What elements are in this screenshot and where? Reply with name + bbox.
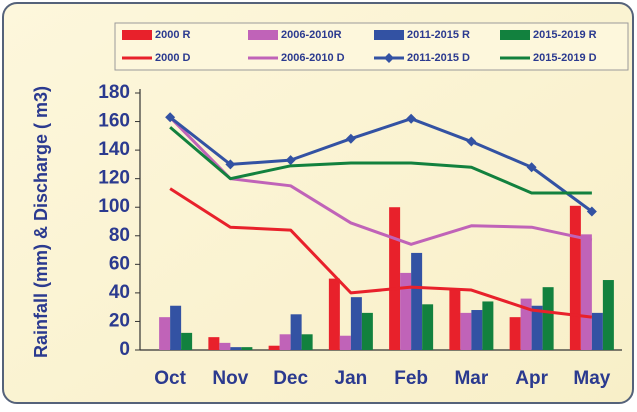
- x-tick-label: Jan: [335, 368, 368, 389]
- y-axis-title: Rainfall (mm) & Discharge ( m3): [31, 86, 51, 358]
- bar: [279, 334, 291, 350]
- bar: [301, 334, 313, 350]
- line: [169, 126, 592, 195]
- bar: [241, 347, 253, 350]
- y-tick-label: 100: [98, 196, 130, 217]
- x-tick-label: Apr: [515, 368, 548, 389]
- x-tick-label: Oct: [154, 368, 186, 389]
- bar: [509, 317, 521, 350]
- legend-label: 2000 D: [155, 52, 191, 64]
- legend-label: 2006-2010R: [281, 29, 342, 41]
- legend-label: 2011-2015 R: [407, 29, 470, 41]
- x-tick-label: Nov: [212, 368, 248, 389]
- marker: [466, 136, 477, 147]
- bar: [591, 312, 603, 350]
- marker: [406, 113, 417, 124]
- y-tick-label: 20: [109, 310, 130, 331]
- bar: [400, 272, 412, 350]
- legend-label: 2000 R: [155, 29, 191, 41]
- legend-label: 2015-2019 D: [533, 52, 597, 64]
- bar: [181, 332, 193, 350]
- bar: [542, 287, 554, 350]
- legend-label: 2015-2019 R: [533, 29, 597, 41]
- bar: [208, 337, 220, 350]
- bar: [460, 312, 472, 350]
- y-tick-label: 160: [98, 111, 130, 132]
- y-tick-label: 180: [98, 82, 130, 103]
- bar: [219, 342, 231, 350]
- bar: [520, 298, 532, 350]
- marker: [526, 162, 537, 173]
- legend-swatch: [500, 30, 530, 40]
- y-tick-label: 140: [98, 139, 130, 160]
- bar: [531, 305, 543, 350]
- y-tick-label: 0: [119, 339, 130, 360]
- y-tick-label: 120: [98, 168, 130, 189]
- bar: [350, 297, 362, 350]
- y-tick-label: 40: [109, 282, 130, 303]
- bar: [339, 335, 351, 350]
- bar: [422, 304, 434, 350]
- y-tick-label: 80: [109, 225, 130, 246]
- marker: [225, 159, 236, 170]
- bar: [449, 290, 461, 350]
- legend-swatch: [248, 30, 278, 40]
- marker: [165, 112, 176, 123]
- legend-box: [114, 22, 629, 71]
- bar: [569, 205, 581, 350]
- line: [169, 116, 593, 246]
- bar: [389, 207, 401, 350]
- legend-marker: [384, 53, 394, 63]
- legend-label: 2011-2015 D: [407, 52, 470, 64]
- line: [169, 187, 593, 319]
- bar: [159, 317, 171, 350]
- bar: [580, 234, 592, 350]
- line: [169, 116, 593, 213]
- bar: [230, 347, 242, 350]
- bar: [602, 280, 614, 350]
- bar: [411, 252, 423, 350]
- marker: [285, 155, 296, 166]
- legend-swatch: [374, 30, 404, 40]
- bar: [268, 345, 280, 350]
- legend-swatch: [122, 30, 152, 40]
- legend-label: 2006-2010 D: [281, 52, 345, 64]
- marker: [586, 206, 597, 217]
- y-tick-label: 60: [109, 253, 130, 274]
- marker: [345, 133, 356, 144]
- x-tick-label: Feb: [394, 368, 428, 389]
- x-tick-label: Mar: [454, 368, 488, 389]
- bar: [170, 305, 182, 350]
- bar: [328, 278, 340, 350]
- bar: [482, 301, 494, 350]
- bar: [471, 310, 483, 350]
- x-tick-label: May: [573, 368, 610, 389]
- bar: [290, 314, 302, 350]
- x-tick-label: Dec: [273, 368, 308, 389]
- bar: [361, 312, 373, 350]
